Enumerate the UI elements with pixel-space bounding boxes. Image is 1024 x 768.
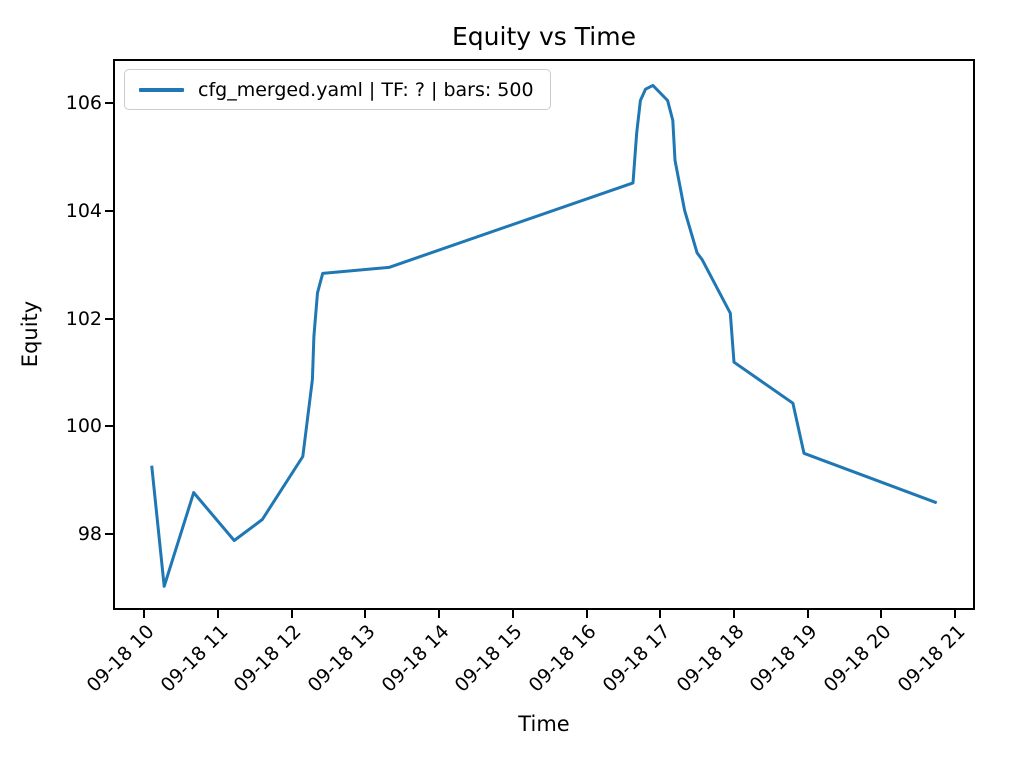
x-tick-mark xyxy=(511,610,514,618)
x-tick-mark xyxy=(880,610,883,618)
y-tick-label: 104 xyxy=(65,199,102,222)
x-tick-mark xyxy=(217,610,220,618)
chart-title: Equity vs Time xyxy=(452,22,636,51)
plot-canvas xyxy=(150,83,938,588)
x-tick-label: 09-18 10 xyxy=(82,620,159,697)
y-tick-mark xyxy=(105,102,113,105)
y-tick-mark xyxy=(105,533,113,536)
legend: cfg_merged.yaml | TF: ? | bars: 500 xyxy=(124,69,551,110)
y-tick-label: 100 xyxy=(65,415,102,438)
x-tick-mark xyxy=(438,610,441,618)
x-tick-label: 09-18 18 xyxy=(672,620,749,697)
y-tick-label: 98 xyxy=(77,523,102,546)
y-tick-label: 106 xyxy=(65,92,102,115)
x-tick-label: 09-18 12 xyxy=(229,620,306,697)
y-tick-mark xyxy=(105,317,113,320)
legend-line-swatch-icon xyxy=(139,87,184,92)
y-tick-mark xyxy=(105,209,113,212)
y-tick-label: 102 xyxy=(65,307,102,330)
x-tick-label: 09-18 21 xyxy=(893,620,970,697)
x-tick-label: 09-18 19 xyxy=(745,620,822,697)
x-tick-label: 09-18 20 xyxy=(819,620,896,697)
y-tick-mark xyxy=(105,425,113,428)
x-tick-label: 09-18 16 xyxy=(524,620,601,697)
x-tick-label: 09-18 17 xyxy=(598,620,675,697)
legend-label: cfg_merged.yaml | TF: ? | bars: 500 xyxy=(198,78,534,101)
x-tick-mark xyxy=(143,610,146,618)
x-tick-mark xyxy=(732,610,735,618)
x-tick-mark xyxy=(585,610,588,618)
x-tick-mark xyxy=(364,610,367,618)
x-tick-mark xyxy=(806,610,809,618)
x-tick-mark xyxy=(290,610,293,618)
x-tick-label: 09-18 14 xyxy=(377,620,454,697)
equity-line xyxy=(150,83,938,588)
x-tick-mark xyxy=(954,610,957,618)
x-tick-label: 09-18 15 xyxy=(451,620,527,697)
plot-area xyxy=(113,59,975,610)
x-tick-mark xyxy=(659,610,662,618)
y-axis-label: Equity xyxy=(18,300,42,368)
x-tick-label: 09-18 13 xyxy=(303,620,380,697)
x-axis-label: Time xyxy=(518,712,570,736)
x-tick-label: 09-18 11 xyxy=(156,620,233,697)
